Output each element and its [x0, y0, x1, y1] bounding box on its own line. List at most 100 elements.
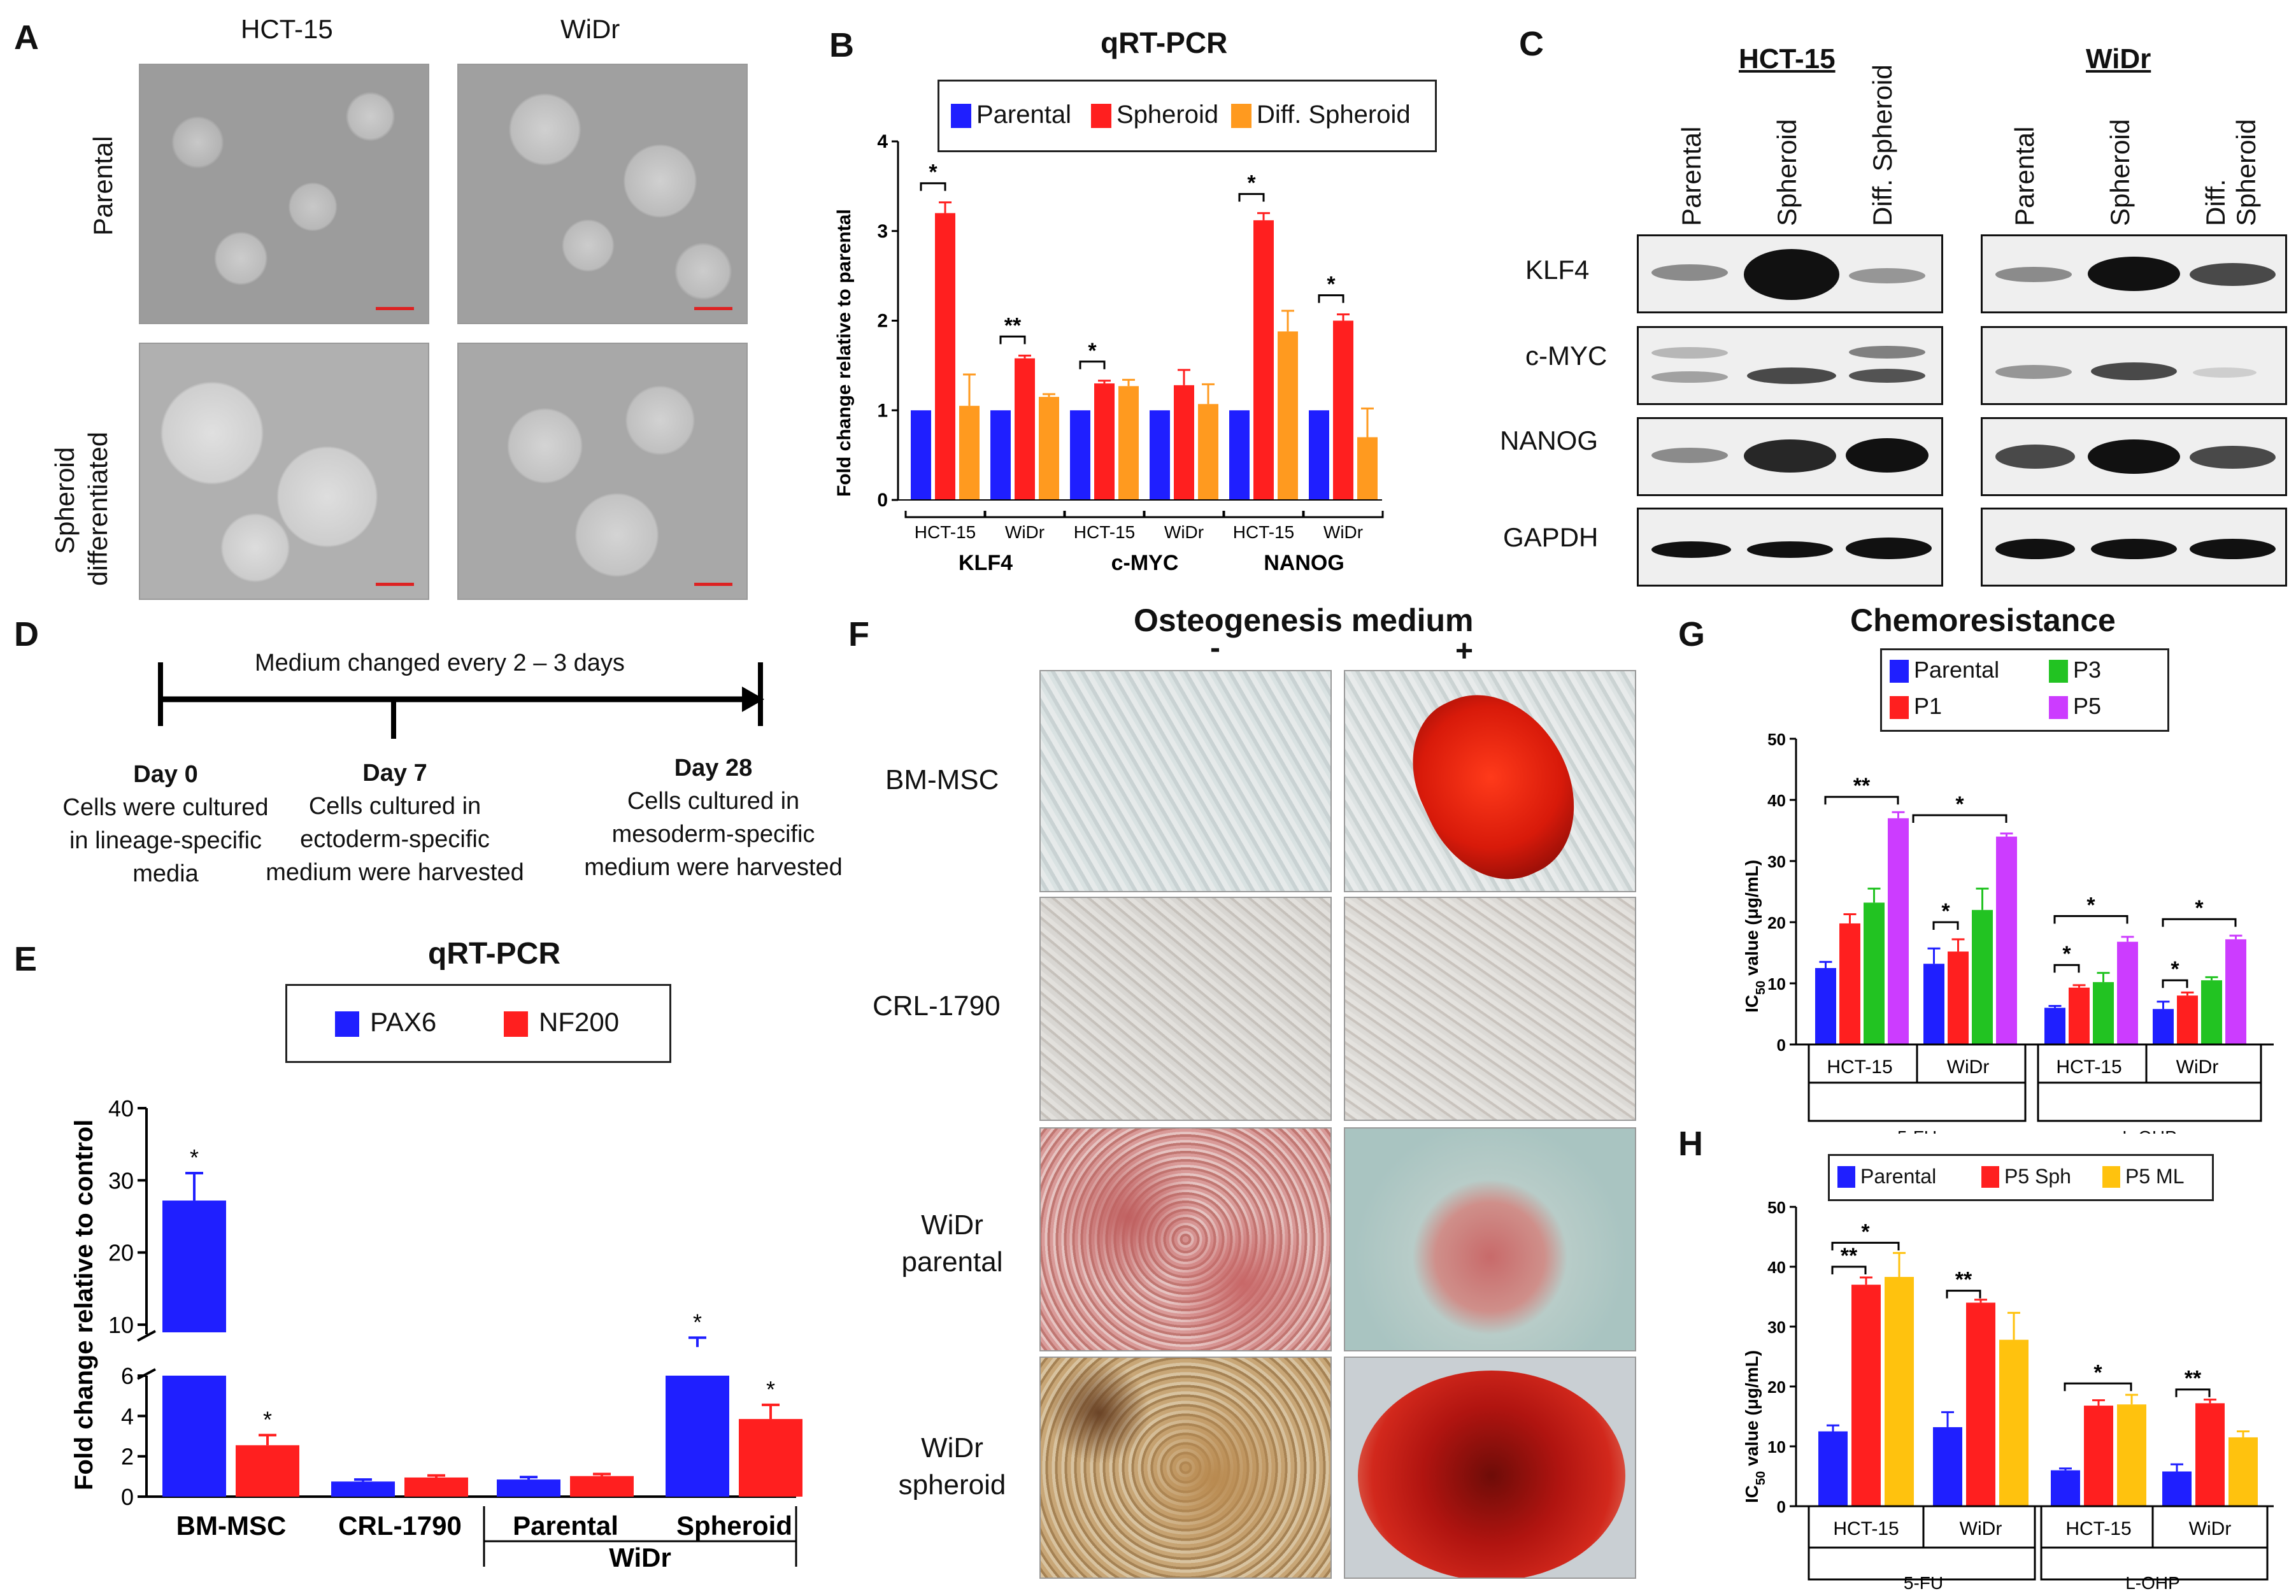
blot-band — [2190, 539, 2276, 559]
timeline-day28: Day 28 Cells cultured in mesoderm-specif… — [573, 752, 853, 884]
bar-pax6-upper — [162, 1201, 226, 1332]
bar-pax6 — [162, 1376, 226, 1497]
timeline-day7-line2: ectoderm-specific — [300, 826, 490, 853]
bar-p5-ml — [2117, 1404, 2146, 1506]
timeline-day28-line2: mesoderm-specific — [611, 821, 815, 848]
panel-a-row-parental: Parental — [88, 136, 118, 236]
blot-band — [1995, 539, 2075, 559]
bar-diff-spheroid — [959, 406, 980, 500]
bar-p1 — [1948, 951, 1969, 1044]
significance-marker: * — [2062, 942, 2071, 966]
significance-bracket — [1912, 814, 2007, 823]
timeline-day0-line1: Cells were cultured — [62, 794, 269, 821]
significance-marker: * — [2086, 893, 2095, 917]
panel-b-legend: Parental Spheroid Diff. Spheroid — [938, 80, 1437, 152]
timeline-arrow — [158, 662, 764, 739]
blot-hct15-cmyc — [1637, 326, 1943, 405]
blot-band — [1995, 267, 2072, 282]
x-category-label: BM-MSC — [176, 1511, 287, 1541]
bar-spheroid — [1094, 383, 1115, 500]
y-tick-label: 2 — [877, 311, 888, 332]
blot-band — [1846, 538, 1932, 559]
panel-h-chart: 0 10 20 30 40 50 HCT-15 WiDr HCT-15 WiDr 5-FU L-OHP… — [1742, 1198, 2274, 1592]
x-group-bracket — [904, 511, 986, 518]
stained-nodule — [1388, 671, 1602, 891]
micrograph-widr-spheroid-minus — [1039, 1357, 1332, 1579]
panel-f-row-crl1790: CRL-1790 — [873, 990, 1001, 1022]
y-tick-label: 10 — [1767, 1437, 1786, 1457]
blot-band — [1651, 448, 1728, 463]
blot-band — [1744, 439, 1836, 473]
lane-label-widr-diff: Diff. Spheroid — [2200, 118, 2261, 226]
y-tick-label: 0 — [877, 490, 888, 511]
significance-bracket — [2175, 1388, 2211, 1397]
x-group-bracket — [1143, 511, 1225, 518]
blot-band — [2088, 439, 2180, 474]
panel-e-legend: PAX6 NF200 — [285, 984, 671, 1063]
significance-bracket — [2053, 964, 2080, 973]
x-group-bracket — [1223, 511, 1304, 518]
bar-parental — [1070, 410, 1090, 500]
x-cell-label: HCT-15 — [2056, 1057, 2121, 1078]
micrograph-widr-parental — [457, 64, 748, 324]
x-cell-label: WiDr — [1164, 522, 1204, 542]
x-group-box — [1808, 1044, 2027, 1122]
micrograph-bmmsc-plus — [1344, 670, 1636, 892]
x-cell-label: HCT-15 — [2065, 1518, 2131, 1539]
bar-nf200 — [739, 1419, 802, 1497]
y-tick-label: 4 — [121, 1403, 134, 1429]
panel-f-row-widr-parental-l2: parental — [901, 1246, 1003, 1278]
bar-parental — [1150, 410, 1170, 500]
axis-break-mark — [137, 1368, 156, 1380]
x-group-box — [1808, 1506, 2036, 1581]
legend-label-parental: Parental — [976, 101, 1071, 129]
significance-marker: * — [2171, 957, 2179, 981]
bar-nf200 — [404, 1477, 468, 1497]
legend-label-spheroid: Spheroid — [1116, 101, 1219, 129]
y-tick-label: 30 — [1767, 852, 1786, 871]
panel-f-row-widr-spheroid-l1: WiDr — [921, 1432, 983, 1464]
lane-label-widr-parental: Parental — [2009, 126, 2039, 226]
significance-bracket — [1946, 1290, 1981, 1299]
lane-label-hct15-parental: Parental — [1676, 126, 1706, 226]
blot-band — [2091, 362, 2177, 380]
significance-bracket — [1932, 921, 1959, 930]
legend-label-p1: P1 — [1914, 693, 1943, 719]
x-cell-label: HCT-15 — [1074, 522, 1135, 542]
x-category-label: CRL-1790 — [338, 1511, 462, 1541]
bar-parental — [990, 410, 1011, 500]
blot-widr-cmyc — [1981, 326, 2287, 405]
bar-p3 — [2201, 980, 2222, 1044]
bar-diff-spheroid — [1357, 437, 1378, 500]
legend-swatch-spheroid — [1091, 104, 1111, 128]
panel-c-letter: C — [1519, 25, 1544, 63]
x-group-bracket — [1302, 511, 1384, 518]
y-tick-label: 50 — [1767, 1198, 1786, 1217]
legend-swatch-parental — [1837, 1166, 1855, 1188]
bar-p5-ml — [2228, 1437, 2258, 1506]
x-group-bracket — [984, 511, 1066, 518]
bar-spheroid — [1253, 220, 1274, 500]
x-gene-label: c-MYC — [1111, 551, 1179, 575]
bar-parental — [1309, 410, 1329, 500]
y-tick-label: 30 — [1767, 1318, 1786, 1337]
legend-label-diff-spheroid: Diff. Spheroid — [1257, 101, 1411, 129]
y-tick-label: 30 — [108, 1167, 134, 1193]
panel-f-row-widr-spheroid-l2: spheroid — [898, 1469, 1006, 1500]
legend-swatch-nf200 — [504, 1011, 528, 1037]
blot-band — [1849, 268, 1925, 283]
panel-b-title: qRT-PCR — [1101, 26, 1228, 59]
significance-marker: * — [1327, 273, 1336, 297]
significance-marker: ** — [1841, 1244, 1858, 1268]
y-tick-label: 40 — [108, 1095, 134, 1122]
bar-p3 — [2093, 982, 2114, 1044]
bar-parental — [911, 410, 931, 500]
bar-nf200 — [236, 1445, 299, 1497]
bar-p5-ml — [1885, 1276, 1914, 1506]
panel-a-col-hct15: HCT-15 — [241, 14, 333, 44]
bar-p5 — [2117, 941, 2138, 1044]
panel-f-row-widr-parental: WiDr parental — [885, 1207, 1019, 1281]
bar-parental — [1923, 964, 1944, 1044]
significance-bracket — [1238, 193, 1265, 202]
blot-band — [1651, 541, 1731, 558]
